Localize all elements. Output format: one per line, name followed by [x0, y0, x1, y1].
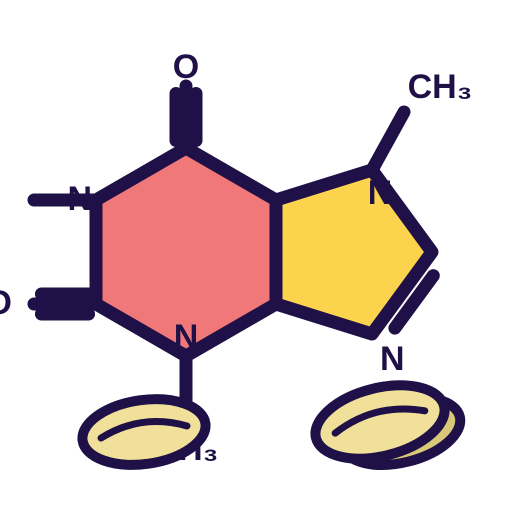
svg-text:N: N [174, 318, 199, 356]
coffee-bean [308, 370, 468, 482]
svg-text:O: O [173, 48, 199, 86]
svg-text:N: N [368, 174, 393, 212]
svg-text:O: O [0, 284, 12, 322]
svg-text:N: N [67, 180, 92, 218]
svg-text:N: N [380, 340, 405, 378]
svg-text:CH₃: CH₃ [408, 68, 473, 106]
